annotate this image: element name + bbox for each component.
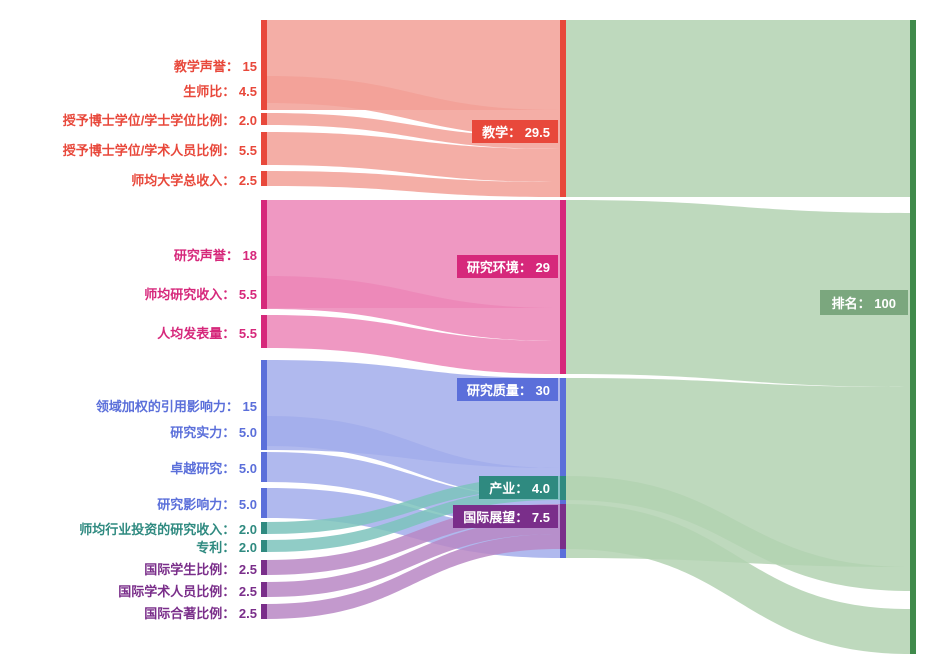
label-m_blue: 研究质量： 30	[457, 378, 558, 401]
node-s8	[261, 315, 267, 348]
label-s13: 师均行业投资的研究收入： 2.0	[79, 519, 257, 538]
label-value-s14: 2.0	[235, 540, 257, 555]
label-value-s7: 5.5	[235, 287, 257, 302]
label-text-target: 排名：	[832, 296, 871, 311]
label-value-s13: 2.0	[235, 522, 257, 537]
label-text-s9: 领域加权的引用影响力：	[96, 399, 239, 414]
flow-m_red-target	[566, 20, 910, 197]
label-s6: 研究声誉： 18	[174, 245, 257, 264]
label-s8: 人均发表量： 5.5	[157, 323, 257, 342]
label-text-m_teal: 产业：	[489, 481, 528, 496]
node-m_red	[560, 20, 566, 197]
node-s12	[261, 488, 267, 518]
label-s17: 国际合著比例： 2.5	[144, 603, 257, 622]
label-value-s10: 5.0	[235, 425, 257, 440]
label-text-m_purple: 国际展望：	[463, 510, 528, 525]
label-value-m_pink: 29	[532, 260, 550, 275]
label-text-s6: 研究声誉：	[174, 248, 239, 263]
label-text-s5: 师均大学总收入：	[131, 173, 235, 188]
label-text-s4: 授予博士学位/学术人员比例：	[63, 143, 236, 158]
label-value-s17: 2.5	[235, 606, 257, 621]
label-value-m_purple: 7.5	[528, 510, 550, 525]
label-text-s15: 国际学生比例：	[144, 562, 235, 577]
label-s1: 教学声誉： 15	[174, 56, 257, 75]
label-s15: 国际学生比例： 2.5	[144, 559, 257, 578]
label-s10: 研究实力： 5.0	[170, 422, 257, 441]
node-s7	[261, 276, 267, 309]
label-text-s11: 卓越研究：	[170, 461, 235, 476]
label-value-s5: 2.5	[235, 173, 257, 188]
label-value-s9: 15	[239, 399, 257, 414]
label-value-s4: 5.5	[235, 143, 257, 158]
node-s14	[261, 540, 267, 552]
label-value-s8: 5.5	[235, 326, 257, 341]
node-s16	[261, 582, 267, 597]
node-s11	[261, 452, 267, 482]
label-m_red: 教学： 29.5	[472, 120, 558, 143]
label-text-s16: 国际学术人员比例：	[118, 584, 235, 599]
sankey-diagram: { "layout": { "width": 934, "height": 65…	[0, 0, 934, 659]
node-m_purple	[560, 504, 566, 549]
node-m_pink	[560, 200, 566, 374]
node-target	[910, 20, 916, 654]
label-m_pink: 研究环境： 29	[457, 255, 558, 278]
node-s5	[261, 171, 267, 186]
label-value-s1: 15	[239, 59, 257, 74]
label-s12: 研究影响力： 5.0	[157, 494, 257, 513]
label-text-s7: 师均研究收入：	[144, 287, 235, 302]
label-text-s8: 人均发表量：	[157, 326, 235, 341]
label-value-s16: 2.5	[235, 584, 257, 599]
label-s9: 领域加权的引用影响力： 15	[96, 396, 257, 415]
label-text-s10: 研究实力：	[170, 425, 235, 440]
label-s11: 卓越研究： 5.0	[170, 458, 257, 477]
label-m_teal: 产业： 4.0	[479, 476, 558, 499]
label-value-s2: 4.5	[235, 84, 257, 99]
label-value-s6: 18	[239, 248, 257, 263]
node-m_teal	[560, 476, 566, 500]
node-s17	[261, 604, 267, 619]
label-value-m_teal: 4.0	[528, 481, 550, 496]
label-value-s3: 2.0	[235, 113, 257, 128]
label-value-target: 100	[871, 296, 896, 311]
node-s10	[261, 416, 267, 446]
label-text-s17: 国际合著比例：	[144, 606, 235, 621]
label-s5: 师均大学总收入： 2.5	[131, 170, 257, 189]
label-text-s1: 教学声誉：	[174, 59, 239, 74]
label-s2: 生师比： 4.5	[183, 81, 257, 100]
label-s4: 授予博士学位/学术人员比例： 5.5	[63, 140, 257, 159]
label-s3: 授予博士学位/学士学位比例： 2.0	[63, 110, 257, 129]
label-text-s13: 师均行业投资的研究收入：	[79, 522, 235, 537]
label-m_purple: 国际展望： 7.5	[453, 505, 558, 528]
label-s7: 师均研究收入： 5.5	[144, 284, 257, 303]
node-s3	[261, 113, 267, 125]
label-value-m_blue: 30	[532, 383, 550, 398]
label-s14: 专利： 2.0	[196, 537, 257, 556]
label-text-m_red: 教学：	[482, 125, 521, 140]
label-value-s15: 2.5	[235, 562, 257, 577]
node-s15	[261, 560, 267, 575]
label-text-s2: 生师比：	[183, 84, 235, 99]
label-value-s11: 5.0	[235, 461, 257, 476]
label-value-m_red: 29.5	[521, 125, 550, 140]
label-target: 排名： 100	[820, 290, 908, 315]
node-s2	[261, 76, 267, 103]
label-text-s3: 授予博士学位/学士学位比例：	[63, 113, 236, 128]
label-text-s12: 研究影响力：	[157, 497, 235, 512]
label-value-s12: 5.0	[235, 497, 257, 512]
node-s13	[261, 522, 267, 534]
label-s16: 国际学术人员比例： 2.5	[118, 581, 257, 600]
node-s4	[261, 132, 267, 165]
label-text-m_pink: 研究环境：	[467, 260, 532, 275]
label-text-s14: 专利：	[196, 540, 235, 555]
sankey-svg	[0, 0, 934, 659]
label-text-m_blue: 研究质量：	[467, 383, 532, 398]
